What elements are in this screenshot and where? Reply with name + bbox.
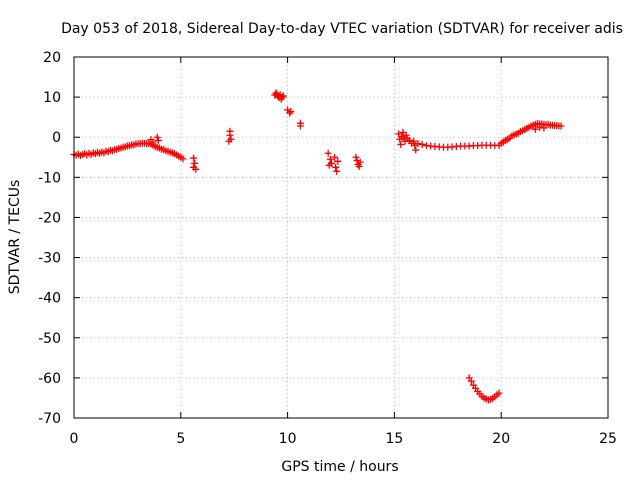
y-tick-label: -30: [38, 251, 61, 267]
y-tick-label: -50: [38, 331, 61, 347]
data-point: [153, 133, 161, 141]
x-tick-label: 10: [279, 431, 297, 447]
y-tick-label: -20: [38, 210, 61, 226]
data-point: [356, 158, 364, 166]
data-point: [410, 137, 418, 145]
x-tick-label: 0: [70, 431, 79, 447]
x-tick-label: 15: [385, 431, 403, 447]
data-point: [414, 140, 422, 148]
grid: [74, 57, 608, 418]
data-point: [190, 163, 198, 171]
data-point: [402, 131, 410, 139]
data-point: [418, 140, 426, 148]
data-point: [191, 159, 199, 167]
data-point: [287, 108, 295, 116]
data-point: [179, 155, 187, 163]
y-tick-label: 20: [43, 50, 61, 66]
data-point: [278, 93, 286, 101]
data-point: [412, 146, 420, 154]
data-point: [225, 137, 233, 145]
data-point: [286, 109, 294, 117]
data-point: [540, 124, 548, 132]
data-series: [70, 89, 565, 404]
data-point: [331, 153, 339, 161]
data-point: [149, 138, 157, 146]
data-point: [467, 377, 475, 385]
data-point: [353, 156, 361, 164]
y-tick-label: 10: [43, 90, 61, 106]
x-tick-label: 25: [599, 431, 617, 447]
y-tick-label: -70: [38, 411, 61, 427]
data-point: [411, 141, 419, 149]
data-point: [397, 140, 405, 148]
data-point: [226, 131, 234, 139]
y-tick-label: -60: [38, 371, 61, 387]
y-tick-labels: 20 10 0 -10 -20 -30 -40 -50 -60 -70: [38, 50, 61, 427]
data-point: [327, 159, 335, 167]
data-point: [332, 163, 340, 171]
data-point: [495, 389, 503, 397]
x-tick-label: 5: [176, 431, 185, 447]
chart-title: Day 053 of 2018, Sidereal Day-to-day VTE…: [61, 21, 623, 37]
data-point: [352, 153, 360, 161]
data-point: [355, 163, 363, 171]
data-point: [333, 167, 341, 175]
data-point: [334, 157, 342, 165]
data-point: [279, 92, 287, 100]
y-tick-label: -10: [38, 170, 61, 186]
x-axis-label: GPS time / hours: [281, 459, 398, 475]
data-point: [531, 125, 539, 133]
data-point: [536, 123, 544, 131]
data-point: [557, 122, 565, 130]
y-tick-label: -40: [38, 291, 61, 307]
data-point: [324, 149, 332, 157]
plot-frame: [73, 56, 609, 419]
data-point: [154, 136, 162, 144]
y-tick-label: 0: [52, 130, 61, 146]
y-axis-label: SDTVAR / TECUs: [7, 180, 23, 295]
x-tick-labels: 0 5 10 15 20 25: [70, 431, 617, 447]
data-point: [190, 154, 198, 162]
x-tick-label: 20: [492, 431, 510, 447]
data-point: [326, 155, 334, 163]
axis-ticks: [73, 56, 609, 419]
data-point: [296, 122, 304, 130]
